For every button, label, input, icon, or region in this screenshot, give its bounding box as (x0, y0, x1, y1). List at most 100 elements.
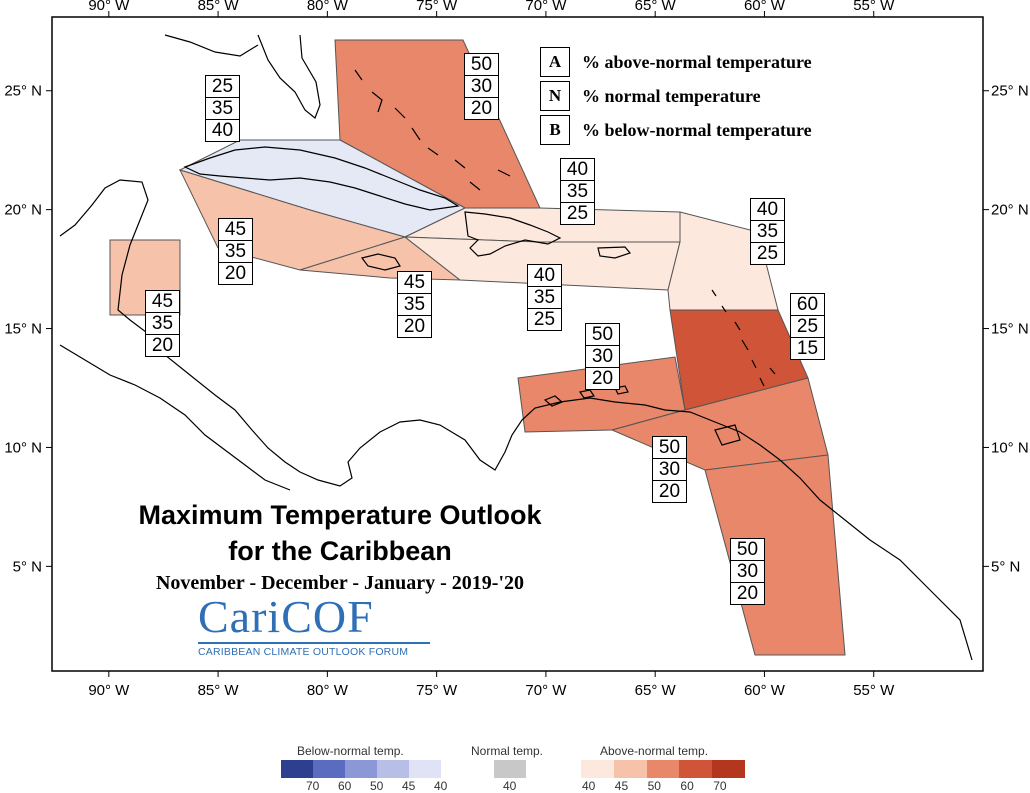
prob-normal: 30 (731, 561, 764, 583)
logo-rule (198, 642, 430, 644)
lon-tick-label: 65° W (635, 0, 677, 14)
prob-box-hispaniola-south: 40 35 25 (527, 264, 562, 331)
prob-normal: 35 (751, 221, 784, 243)
key-text: % below-normal temperature (582, 119, 812, 140)
prob-above: 25 (206, 76, 239, 98)
prob-normal: 30 (586, 346, 619, 368)
lat-tick-label: 5° N (991, 558, 1020, 575)
lon-tick-label: 60° W (744, 682, 786, 699)
map-title: Maximum Temperature Outlook (138, 500, 542, 530)
lat-tick-label: 20° N (991, 202, 1029, 219)
colorbar-tick-label: 50 (647, 779, 661, 793)
prob-box-hispaniola-puerto-rico: 40 35 25 (560, 158, 595, 225)
colorbar-tick-label: 50 (370, 779, 384, 793)
key-letter: N (540, 81, 570, 111)
prob-above: 50 (731, 539, 764, 561)
outlook-map: 90° W 90° W 85° W 85° W 80° W 80° W 75° W 75° W… (4, 0, 1029, 699)
prob-above: 60 (791, 294, 824, 316)
key-text: % above-normal temperature (582, 51, 812, 72)
lon-tick-label: 85° W (198, 0, 240, 14)
key-letter: B (540, 115, 570, 145)
prob-above: 40 (561, 159, 594, 181)
prob-box-cuba: 25 35 40 (205, 75, 240, 142)
prob-normal: 30 (653, 459, 686, 481)
logo-wordmark: CariCOF (198, 591, 374, 642)
prob-box-bahamas: 50 30 20 (464, 53, 499, 120)
colorbar-swatch (494, 760, 526, 778)
coast-jamaica (360, 253, 401, 271)
prob-box-belize: 45 35 20 (145, 290, 180, 357)
prob-below: 20 (736, 583, 759, 604)
prob-below: 20 (470, 98, 493, 119)
logo-subtitle: CARIBBEAN CLIMATE OUTLOOK FORUM (198, 646, 409, 658)
colorbar-swatch (679, 760, 713, 778)
colorbar-tick-label: 40 (434, 779, 448, 793)
lon-tick-label: 55° W (853, 0, 895, 14)
prob-normal: 35 (398, 294, 431, 316)
colorbar-above-label: Above-normal temp. (600, 744, 709, 758)
coast-cuba (183, 146, 460, 211)
colorbar-tick-label: 60 (680, 779, 694, 793)
coast-bahamas (354, 69, 511, 191)
colorbar-tick-label: 70 (713, 779, 727, 793)
prob-below: 20 (151, 335, 174, 356)
coast-venezuela-islands (543, 385, 629, 407)
key-text: % normal temperature (582, 85, 761, 106)
coast-pacific-central-america (59, 344, 291, 491)
lat-tick-label: 25° N (4, 83, 42, 100)
lon-tick-label: 80° W (307, 682, 349, 699)
colorbar-swatch (646, 760, 680, 778)
colorbar-tick-label: 45 (614, 779, 629, 793)
prob-box-guianas: 50 30 20 (730, 538, 765, 605)
key-row-below: B % below-normal temperature (540, 113, 812, 147)
coast-florida (257, 34, 321, 119)
lon-tick-label: 75° W (416, 682, 458, 699)
lat-tick-label: 10° N (991, 439, 1029, 456)
prob-above: 50 (465, 54, 498, 76)
prob-normal: 30 (465, 76, 498, 98)
coast-lesser-antilles (711, 289, 776, 387)
prob-normal: 35 (528, 287, 561, 309)
colorbar-tick-label: 40 (503, 779, 517, 793)
prob-box-jamaica: 45 35 20 (397, 271, 432, 338)
prob-below: 20 (224, 263, 247, 284)
colorbar-tick-label: 70 (306, 779, 320, 793)
lon-tick-label: 90° W (88, 0, 130, 14)
lon-tick-label: 80° W (307, 0, 349, 14)
lon-tick-label: 70° W (525, 682, 567, 699)
prob-below: 25 (756, 243, 779, 264)
prob-box-trinidad-tobago: 50 30 20 (652, 436, 687, 503)
prob-box-northern-leewards: 40 35 25 (750, 198, 785, 265)
colorbar-swatch (377, 760, 409, 778)
colorbar-swatch (712, 760, 745, 778)
prob-above: 40 (751, 199, 784, 221)
prob-below: 15 (796, 338, 819, 359)
lat-tick-label: 20° N (4, 202, 42, 219)
coast-hispaniola (464, 211, 562, 257)
lon-tick-label: 60° W (744, 0, 786, 14)
coast-puerto-rico (597, 246, 632, 259)
prob-box-windward-islands: 60 25 15 (790, 293, 825, 360)
prob-normal: 35 (219, 241, 252, 263)
coast-trinidad (714, 424, 741, 446)
prob-box-abc-islands: 50 30 20 (585, 323, 620, 390)
coastlines (59, 34, 973, 661)
colorbar-tick-label: 45 (402, 779, 416, 793)
colorbar-swatch (581, 760, 614, 778)
colorbar-swatch (613, 760, 647, 778)
prob-normal: 35 (146, 313, 179, 335)
prob-above: 45 (146, 291, 179, 313)
lat-tick-label: 15° N (4, 321, 42, 338)
map-subtitle: November - December - January - 2019-'20 (155, 572, 525, 594)
prob-above: 50 (653, 437, 686, 459)
colorbar-normal-label: Normal temp. (471, 744, 544, 758)
colorbar-swatch (313, 760, 345, 778)
colorbar-below-label: Below-normal temp. (297, 744, 404, 758)
lat-tick-label: 25° N (991, 83, 1029, 100)
prob-below: 20 (591, 368, 614, 389)
lon-tick-label: 70° W (525, 0, 567, 14)
colorbar-normal (494, 760, 526, 778)
colorbar-swatch (281, 760, 313, 778)
coast-yucatan-central-america (59, 179, 973, 661)
prob-normal: 25 (791, 316, 824, 338)
